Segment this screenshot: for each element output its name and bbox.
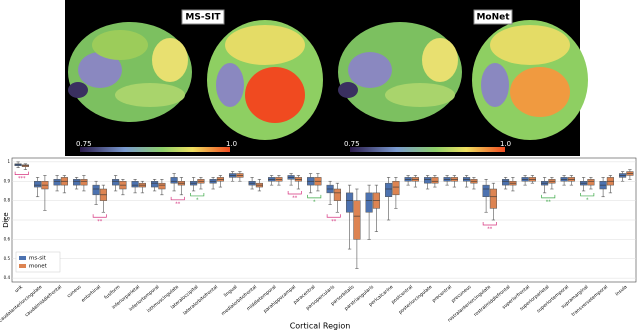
box: [587, 179, 595, 186]
x-tick-label: cuneus: [67, 284, 83, 299]
significance-label: **: [331, 219, 337, 225]
box: [158, 182, 166, 190]
colorbar-label: 0.75: [344, 140, 360, 148]
x-tick-label: posteriorcingulate: [398, 284, 434, 316]
panel-label-box: [473, 9, 513, 25]
box: [431, 177, 439, 184]
significance-label: **: [487, 227, 493, 233]
box: [392, 181, 400, 196]
significance-bracket: [482, 222, 497, 226]
colorbar-label: 1.0: [226, 140, 237, 148]
significance-label: **: [292, 196, 298, 202]
box: [502, 179, 510, 186]
box: [489, 188, 497, 209]
x-tick-label: medialorbitofrontal: [220, 284, 258, 317]
significance-bracket: [287, 191, 302, 195]
significance-bracket: [541, 194, 556, 199]
box: [53, 179, 61, 186]
significance-label: **: [546, 199, 552, 205]
colorbar: [350, 147, 505, 152]
box: [34, 181, 42, 188]
y-tick-label: 0.8: [4, 198, 11, 203]
significance-label: **: [175, 201, 181, 207]
legend-swatch: [19, 256, 26, 260]
x-tick-label: insula: [614, 284, 628, 297]
box: [151, 181, 159, 188]
x-tick-label: fusiform: [103, 284, 122, 301]
box: [353, 200, 361, 240]
significance-bracket: [14, 171, 29, 175]
panel-label: MS-SIT: [185, 13, 221, 23]
y-tick-label: 0.7: [4, 217, 11, 222]
brain-medial: [207, 20, 323, 140]
significance-label: ***: [18, 176, 26, 182]
significance-bracket: [92, 214, 107, 218]
panel-label: MoNet: [476, 13, 510, 23]
legend-box: [15, 251, 61, 273]
y-tick-label: 1: [7, 159, 10, 164]
significance-label: *: [313, 199, 316, 205]
box: [131, 181, 139, 188]
x-axis-title: Cortical Region: [290, 322, 351, 331]
y-axis-title: Dice: [2, 212, 10, 228]
significance-label: *: [586, 197, 589, 203]
box: [482, 184, 490, 197]
x-tick-label: lateralorbitofrontal: [182, 284, 219, 316]
x-tick-label: transversetemporal: [570, 284, 609, 318]
x-tick-label: entorhinal: [80, 284, 102, 304]
legend-swatch: [19, 264, 26, 268]
colorbar-label: 0.75: [76, 140, 92, 148]
box: [385, 182, 393, 197]
box: [346, 192, 354, 213]
panel-label-box: [181, 9, 225, 25]
box: [424, 177, 432, 184]
y-tick-label: 0.5: [4, 256, 11, 261]
significance-bracket: [580, 192, 595, 197]
x-tick-label: precentral: [431, 284, 453, 304]
box: [80, 179, 88, 186]
x-tick-label: rostralmiddlefrontal: [473, 284, 512, 318]
box: [365, 192, 373, 213]
significance-bracket: [307, 194, 322, 199]
y-tick-label: 0.4: [4, 275, 11, 280]
significance-label: **: [97, 219, 103, 225]
x-tick-label: superiortemporal: [536, 284, 570, 314]
x-tick-label: parahippocampal: [262, 284, 297, 314]
legend-label: monet: [29, 264, 48, 270]
x-tick-label: isthmuscingulate: [146, 284, 180, 314]
colorbar-label: 1.0: [500, 140, 511, 148]
box: [333, 188, 341, 201]
significance-label: *: [196, 197, 199, 203]
y-tick-label: 0.9: [4, 178, 11, 183]
y-tick-label: 0.6: [4, 236, 11, 241]
box: [73, 179, 81, 186]
significance-bracket: [170, 196, 185, 201]
x-tick-label: unk: [14, 284, 25, 294]
box: [92, 184, 100, 196]
x-tick-label: lingual: [223, 284, 239, 298]
significance-bracket: [326, 214, 341, 218]
x-tick-label: caudalmiddlefrontal: [24, 284, 63, 318]
brain-lateral: [68, 22, 192, 122]
legend-label: ms-sit: [29, 256, 47, 262]
colorbar: [80, 147, 230, 152]
brain-medial: [472, 20, 588, 140]
box: [170, 177, 178, 184]
significance-bracket: [190, 192, 205, 197]
box: [112, 179, 120, 186]
brain-lateral: [338, 22, 462, 122]
